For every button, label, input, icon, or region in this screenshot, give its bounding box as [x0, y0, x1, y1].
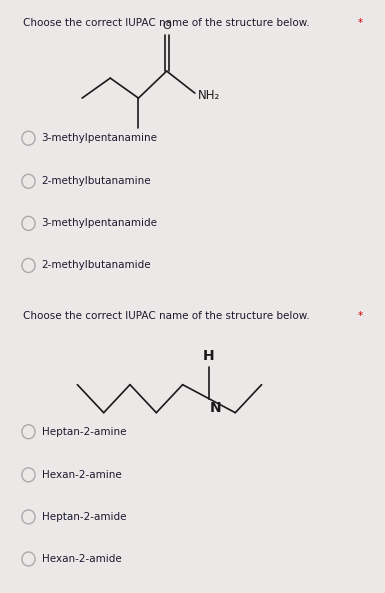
Text: Heptan-2-amine: Heptan-2-amine [42, 427, 126, 436]
Text: O: O [162, 21, 171, 31]
Text: 3-methylpentanamide: 3-methylpentanamide [42, 218, 157, 228]
Text: Heptan-2-amide: Heptan-2-amide [42, 512, 126, 522]
Text: 3-methylpentanamine: 3-methylpentanamine [42, 133, 157, 143]
Text: H: H [203, 349, 215, 362]
Text: N: N [210, 401, 221, 415]
Text: 2-methylbutanamine: 2-methylbutanamine [42, 176, 151, 186]
Text: Hexan-2-amine: Hexan-2-amine [42, 470, 121, 480]
Text: *: * [358, 311, 363, 321]
Text: 2-methylbutanamide: 2-methylbutanamide [42, 260, 151, 270]
Text: NH₂: NH₂ [198, 88, 220, 101]
Text: Choose the correct IUPAC name of the structure below.: Choose the correct IUPAC name of the str… [23, 18, 310, 28]
Text: Choose the correct IUPAC name of the structure below.: Choose the correct IUPAC name of the str… [23, 311, 310, 321]
Text: *: * [358, 18, 363, 28]
Text: Hexan-2-amide: Hexan-2-amide [42, 554, 121, 564]
